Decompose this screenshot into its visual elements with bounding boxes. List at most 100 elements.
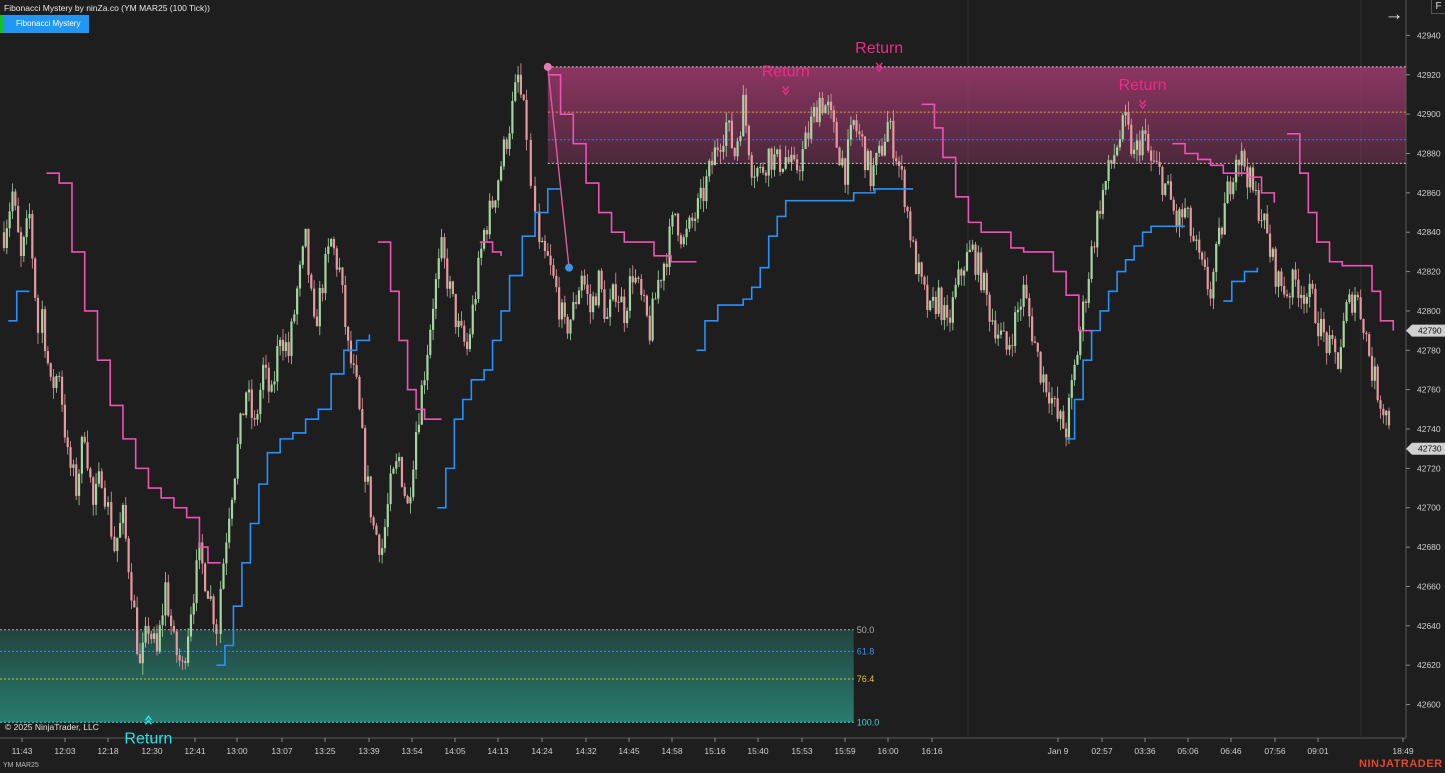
candle bbox=[742, 94, 745, 137]
candle bbox=[369, 476, 372, 518]
candle bbox=[643, 294, 646, 296]
candle bbox=[804, 132, 807, 150]
candle bbox=[957, 269, 960, 285]
candle bbox=[508, 133, 511, 150]
candle bbox=[974, 244, 977, 275]
y-tick-label: 42700 bbox=[1417, 503, 1441, 513]
candle bbox=[89, 468, 92, 478]
candle bbox=[83, 436, 86, 443]
candle bbox=[1373, 366, 1376, 381]
candle bbox=[203, 563, 207, 592]
candle bbox=[491, 200, 494, 208]
candle bbox=[141, 642, 144, 664]
candle bbox=[1090, 246, 1093, 279]
candle bbox=[736, 141, 739, 157]
candle bbox=[861, 134, 864, 137]
candle bbox=[1149, 150, 1153, 161]
candle bbox=[43, 309, 47, 352]
candle bbox=[460, 320, 463, 326]
candle bbox=[866, 150, 869, 171]
candle bbox=[242, 413, 245, 416]
candle bbox=[923, 276, 926, 285]
candle bbox=[417, 424, 421, 433]
candle bbox=[1132, 149, 1136, 155]
candle bbox=[1002, 330, 1005, 332]
y-tick-label: 42740 bbox=[1417, 424, 1441, 434]
candle bbox=[1294, 269, 1297, 280]
candle bbox=[100, 471, 103, 488]
instrument-symbol: YM MAR25 bbox=[3, 762, 39, 769]
candle bbox=[1138, 140, 1141, 156]
candle bbox=[189, 614, 193, 637]
candle bbox=[465, 341, 469, 350]
candle bbox=[776, 149, 779, 155]
candle bbox=[525, 99, 528, 140]
candle bbox=[290, 321, 293, 357]
candle bbox=[1251, 167, 1255, 191]
candle bbox=[127, 538, 130, 573]
candle bbox=[594, 296, 598, 306]
candle bbox=[46, 351, 50, 364]
candle bbox=[463, 325, 466, 342]
candle bbox=[31, 214, 34, 259]
candle bbox=[307, 228, 310, 275]
candle bbox=[215, 624, 218, 634]
candle bbox=[849, 125, 852, 140]
return-label: Return bbox=[855, 40, 903, 57]
f-button[interactable]: F bbox=[1431, 0, 1445, 14]
x-tick-label: 14:24 bbox=[531, 746, 553, 756]
candle bbox=[284, 342, 287, 351]
trailing-stop-lower bbox=[216, 334, 371, 666]
chevron-down-icon bbox=[875, 62, 883, 73]
candle bbox=[1368, 334, 1371, 356]
y-tick-label: 42920 bbox=[1417, 70, 1441, 80]
candle bbox=[349, 340, 353, 364]
candle bbox=[1297, 279, 1300, 298]
candle bbox=[858, 131, 861, 135]
candle bbox=[1042, 374, 1045, 383]
candle bbox=[488, 200, 491, 235]
candle bbox=[1382, 408, 1385, 416]
candle bbox=[960, 269, 963, 276]
x-tick-label: 12:18 bbox=[97, 746, 119, 756]
candle bbox=[415, 432, 418, 470]
candle bbox=[832, 110, 835, 122]
candle bbox=[1359, 297, 1362, 319]
candle bbox=[63, 404, 66, 438]
candle bbox=[75, 464, 78, 496]
candle bbox=[801, 149, 804, 172]
candle bbox=[753, 176, 756, 178]
candle bbox=[883, 141, 886, 156]
arrow-right-icon[interactable]: → bbox=[1384, 4, 1404, 25]
candle bbox=[691, 217, 694, 221]
candle bbox=[880, 145, 884, 156]
candle bbox=[60, 376, 64, 405]
candle bbox=[364, 428, 367, 482]
candle bbox=[963, 270, 966, 276]
trailing-stop-upper bbox=[921, 103, 1093, 335]
candle bbox=[28, 214, 31, 219]
candle bbox=[136, 607, 139, 654]
candle bbox=[761, 166, 765, 173]
candle bbox=[69, 447, 72, 468]
candle bbox=[1376, 366, 1379, 401]
chevron-up-icon bbox=[144, 715, 153, 725]
candle bbox=[1033, 341, 1037, 343]
indicator-button[interactable]: Fibonacci Mystery bbox=[0, 15, 89, 33]
candle bbox=[209, 596, 212, 599]
candle bbox=[739, 136, 742, 142]
candle bbox=[798, 170, 801, 172]
trailing-stop-upper bbox=[377, 241, 442, 420]
candle bbox=[549, 255, 552, 266]
candle bbox=[1351, 294, 1354, 313]
candle bbox=[705, 176, 708, 202]
candle bbox=[1212, 271, 1215, 299]
candle bbox=[829, 101, 833, 111]
candle bbox=[940, 287, 943, 321]
candle bbox=[270, 384, 273, 392]
candle bbox=[423, 380, 426, 386]
candle bbox=[1263, 213, 1266, 221]
candle bbox=[1334, 338, 1337, 353]
candle bbox=[41, 309, 44, 333]
